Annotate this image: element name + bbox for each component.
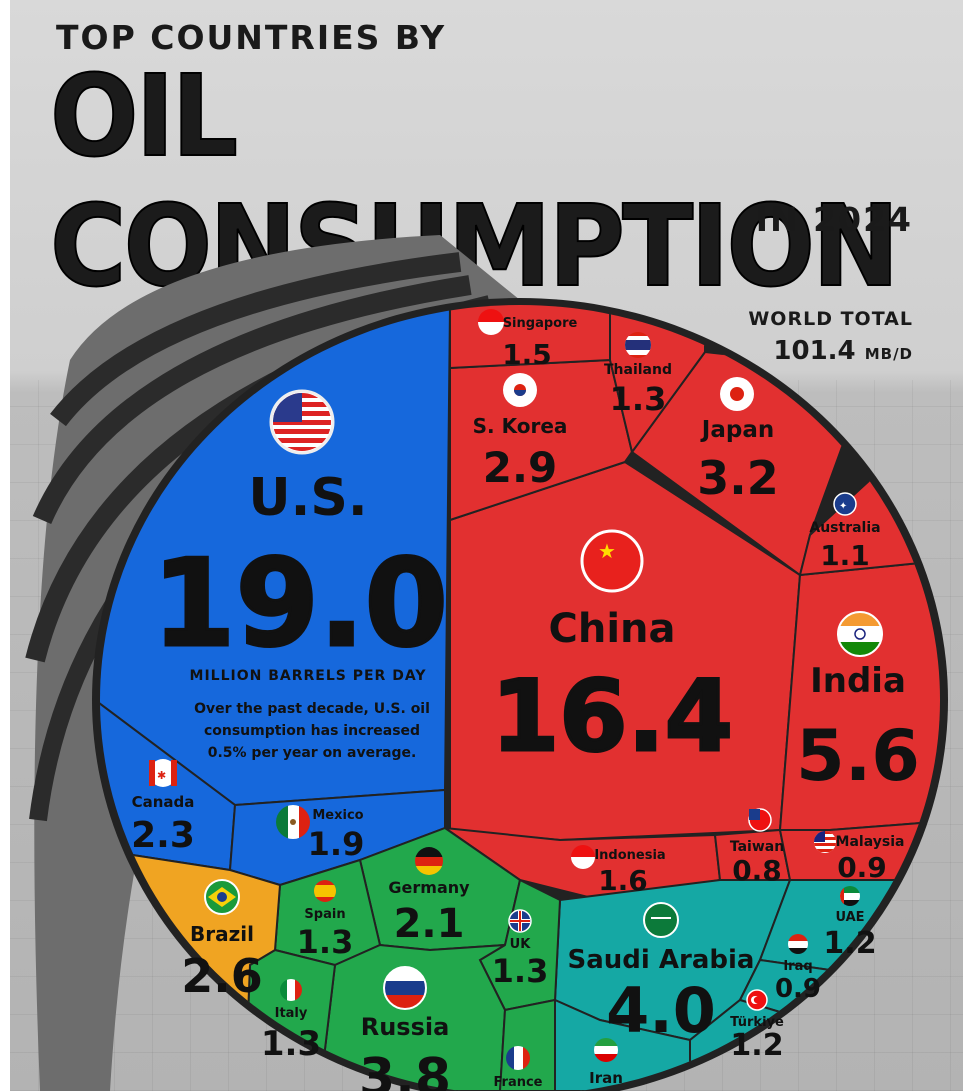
brazil-flag-icon (204, 879, 240, 915)
label-india-value: 5.6 (796, 715, 920, 797)
chart-year: IN 2024 (755, 200, 913, 239)
label-singapore-value: 1.5 (502, 338, 552, 371)
label-russia-value: 3.8 (359, 1048, 451, 1091)
mexico-flag-icon (276, 805, 310, 839)
label-japan-name: Japan (700, 417, 774, 443)
left-border (0, 0, 10, 1091)
label-china-name: China (548, 606, 675, 652)
russia-flag-icon (383, 966, 427, 1010)
country-labels: U.S. 19.0 MILLION BARRELS PER DAY Over t… (131, 316, 920, 1091)
malaysia-flag-icon (814, 831, 836, 853)
label-iran-name: Iran (589, 1069, 623, 1087)
label-mexico-name: Mexico (312, 808, 363, 823)
label-mexico-value: 1.9 (308, 825, 365, 863)
label-uk-name: UK (510, 937, 532, 952)
iraq-flag-icon (788, 934, 808, 954)
right-border (963, 0, 971, 1091)
label-china-value: 16.4 (491, 660, 733, 774)
label-thailand-value: 1.3 (610, 380, 667, 418)
label-uk-value: 1.3 (492, 952, 549, 990)
label-us-note-3: 0.5% per year on average. (208, 745, 417, 761)
label-uae-value: 1.2 (823, 926, 876, 961)
turkiye-flag-icon (746, 989, 768, 1011)
label-russia-name: Russia (361, 1013, 450, 1041)
us-flag-icon (269, 389, 335, 455)
taiwan-flag-icon (748, 808, 772, 832)
spain-flag-icon (314, 880, 336, 902)
label-iraq-value: 0.9 (775, 974, 821, 1004)
france-flag-icon (506, 1046, 530, 1070)
label-indonesia-name: Indonesia (594, 848, 665, 863)
world-total-label: WORLD TOTAL (748, 308, 913, 330)
india-flag-icon (837, 611, 883, 657)
label-italy-value: 1.3 (261, 1024, 321, 1064)
label-thailand-name: Thailand (604, 362, 672, 378)
svg-text:★: ★ (598, 541, 616, 563)
uae-flag-icon (840, 886, 860, 906)
iran-flag-icon (594, 1038, 618, 1062)
label-turkiye-value: 1.2 (730, 1028, 783, 1063)
australia-flag-icon: ✦ (833, 492, 857, 516)
label-australia-name: Australia (809, 520, 880, 536)
svg-text:✦: ✦ (839, 501, 847, 512)
label-saudi-value: 4.0 (606, 974, 716, 1047)
japan-flag-icon (720, 377, 754, 411)
label-malaysia-name: Malaysia (836, 834, 905, 850)
label-germany-value: 2.1 (394, 901, 465, 947)
world-total-unit: MB/D (864, 345, 913, 363)
italy-flag-icon (280, 979, 302, 1001)
cell-russia (318, 943, 507, 1091)
canada-flag-icon: ✱ (149, 759, 177, 787)
label-spain-name: Spain (304, 907, 345, 922)
label-uae-name: UAE (835, 910, 864, 925)
label-us-value: 19.0 (152, 535, 448, 674)
indonesia-flag-icon (571, 845, 595, 869)
label-canada-value: 2.3 (131, 815, 195, 856)
label-skorea-value: 2.9 (483, 443, 557, 492)
label-taiwan-name: Taiwan (730, 839, 784, 855)
svg-text:✱: ✱ (157, 770, 166, 782)
label-japan-value: 3.2 (697, 451, 779, 505)
label-us-note-1: Over the past decade, U.S. oil (194, 701, 430, 717)
label-australia-value: 1.1 (820, 539, 870, 572)
label-us-unit: MILLION BARRELS PER DAY (190, 668, 427, 684)
label-canada-name: Canada (132, 793, 195, 811)
world-total-value: 101.4 MB/D (773, 336, 913, 366)
saudi-flag-icon (643, 902, 679, 938)
world-total-number: 101.4 (773, 336, 856, 366)
label-india-name: India (810, 661, 906, 701)
label-malaysia-value: 0.9 (837, 851, 887, 884)
label-iraq-name: Iraq (783, 959, 812, 974)
thailand-flag-icon (625, 332, 651, 358)
label-spain-value: 1.3 (297, 923, 354, 961)
label-saudi-name: Saudi Arabia (568, 945, 755, 975)
chart-subtitle: TOP COUNTRIES BY (56, 18, 447, 57)
label-germany-name: Germany (388, 878, 470, 897)
skorea-flag-icon (503, 373, 537, 407)
label-brazil-name: Brazil (190, 922, 254, 946)
label-us-note-2: consumption has increased (204, 723, 420, 739)
singapore-flag-icon (478, 309, 504, 335)
label-skorea-name: S. Korea (473, 414, 568, 438)
uk-flag-icon (508, 909, 532, 933)
label-turkiye-name: Türkiye (730, 1015, 784, 1030)
flags: ★ (149, 309, 883, 1070)
china-flag-icon: ★ (580, 529, 644, 593)
label-singapore-name: Singapore (503, 316, 578, 331)
label-france-name: France (493, 1075, 542, 1090)
label-us-name: U.S. (248, 468, 367, 528)
label-brazil-value: 2.6 (181, 949, 263, 1003)
label-taiwan-value: 0.8 (732, 854, 782, 887)
label-indonesia-value: 1.6 (598, 864, 648, 897)
germany-flag-icon (415, 847, 443, 875)
label-italy-name: Italy (275, 1006, 308, 1021)
